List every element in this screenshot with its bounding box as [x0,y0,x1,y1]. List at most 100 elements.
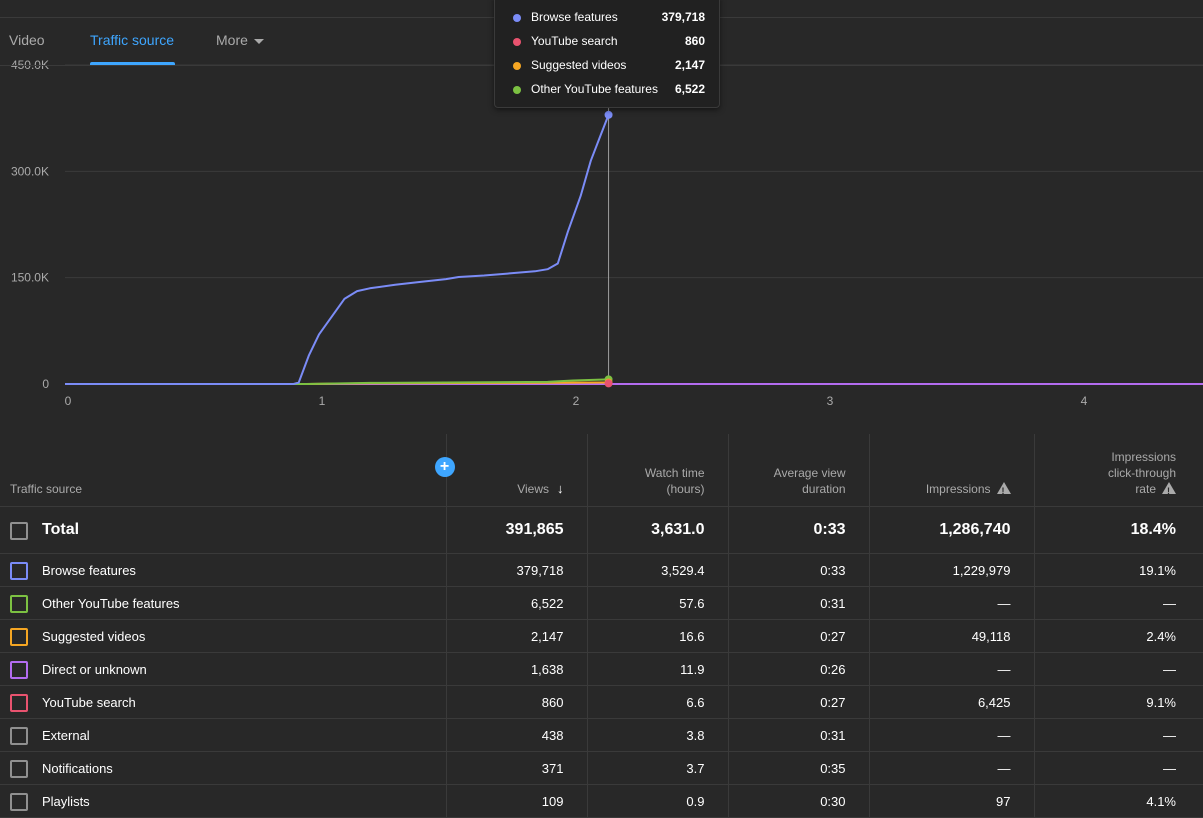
cell-watch-time: 6.6 [586,685,728,719]
traffic-source-cell: YouTube search [0,685,446,719]
row-checkbox[interactable] [10,727,28,745]
traffic-source-cell: Suggested videos [0,619,446,653]
row-checkbox[interactable] [10,628,28,646]
tab-bar: Video Traffic source More [0,22,1203,66]
cell-avg-duration: 0:27 [727,619,869,653]
cell-watch-time: 11.9 [586,652,728,686]
total-checkbox[interactable] [10,522,28,540]
hover-point [604,379,613,388]
cell-watch-time: 3.7 [586,751,728,785]
tooltip-series-value: 860 [684,34,705,48]
cell-watch-time: 0.9 [586,784,728,818]
cell-views: 109 [445,784,587,818]
cell-views: 379,718 [445,553,587,587]
column-header-average-view-duration[interactable]: Average view duration [727,434,869,507]
row-checkbox[interactable] [10,661,28,679]
row-checkbox[interactable] [10,694,28,712]
header-line: Watch time [644,466,705,480]
cell-impressions: — [868,652,1034,686]
traffic-source-cell: External [0,718,446,752]
column-header-views[interactable]: + Views ↓ [434,434,587,507]
active-tab-indicator [90,62,175,65]
warning-icon[interactable] [1162,482,1176,499]
traffic-source-cell: Notifications [0,751,446,785]
sort-down-arrow-icon[interactable]: ↓ [557,481,564,496]
total-cell: Total [0,506,446,554]
tooltip-series-value: 379,718 [661,10,705,24]
traffic-source-cell: Browse features [0,553,446,587]
header-line: Impressions [1111,450,1176,464]
row-checkbox[interactable] [10,760,28,778]
tooltip-series-value: 6,522 [674,82,705,96]
cell-ctr: — [1033,751,1203,785]
cell-views: 438 [445,718,587,752]
tooltip-series-name: Other YouTube features [531,82,658,96]
row-checkbox[interactable] [10,793,28,811]
y-tick-label: 300.0K [11,164,49,178]
series-dot-icon [513,86,521,94]
add-metric-plus-icon[interactable]: + [434,457,455,477]
warning-icon[interactable] [996,482,1011,499]
x-axis-ticks: 0 1 2 3 4 [65,394,1088,408]
tooltip-series-name: Browse features [531,10,618,24]
header-line: Impressions [925,482,991,496]
cell-avg-duration: 0:33 [727,553,869,587]
table-row[interactable]: Suggested videos 2,147 16.6 0:27 49,118 2.4% [0,619,1203,653]
series-line-browse-features[interactable] [65,114,610,385]
traffic-source-name: YouTube search [42,694,136,710]
cell-watch-time: 3.8 [586,718,728,752]
table-row[interactable]: Notifications 371 3.7 0:35— — [0,751,1203,785]
traffic-source-cell: Direct or unknown [0,652,446,686]
tab-traffic-source[interactable]: Traffic source [90,32,175,48]
tab-more[interactable]: More [216,32,264,48]
tab-more-label: More [216,32,248,48]
cell-impressions: 6,425 [868,685,1034,719]
chart-series[interactable] [65,114,1203,385]
x-tick-label: 2 [573,394,580,408]
cell-impressions: 97 [868,784,1034,818]
cell-views: 6,522 [445,586,587,620]
table-row[interactable]: Direct or unknown 1,638 11.9 0:26— — [0,652,1203,686]
table-row[interactable]: External 438 3.8 0:31— — [0,718,1203,752]
traffic-source-table: Traffic source + Views ↓ Watch time (hour… [0,434,1203,818]
table-row[interactable]: Other YouTube features 6,522 57.6 0:31— — [0,586,1203,620]
cell-impressions: — [868,751,1034,785]
cell-views: 1,638 [445,652,587,686]
total-avg-duration: 0:33 [727,506,869,554]
header-line: click-through [1107,466,1176,480]
x-tick-label: 4 [1081,394,1088,408]
series-dot-icon [513,14,521,22]
total-views: 391,865 [445,506,587,554]
tab-video[interactable]: Video [9,32,45,48]
cell-avg-duration: 0:31 [727,718,869,752]
header-line: duration [802,482,846,496]
cell-impressions: 49,118 [868,619,1034,653]
cell-views: 860 [445,685,587,719]
row-checkbox[interactable] [10,562,28,580]
y-tick-label: 150.0K [11,271,49,285]
table-row[interactable]: Playlists 109 0.9 0:30 97 4.1% [0,784,1203,818]
cell-avg-duration: 0:31 [727,586,869,620]
cell-ctr: 9.1% [1033,685,1203,719]
table-row[interactable]: YouTube search 860 6.6 0:27 6,425 9.1% [0,685,1203,719]
column-header-impressions[interactable]: Impressions [868,434,1034,507]
column-header-ctr[interactable]: Impressions click-through rate [1033,434,1203,507]
cell-ctr: 19.1% [1033,553,1203,587]
cell-ctr: — [1033,652,1203,686]
tooltip-row: YouTube search 860 [513,33,705,51]
row-checkbox[interactable] [10,595,28,613]
traffic-source-name: External [42,727,90,743]
traffic-source-name: Playlists [42,793,90,809]
cell-ctr: 4.1% [1033,784,1203,818]
y-tick-label: 0 [42,377,49,391]
table-row[interactable]: Browse features 379,718 3,529.4 0:33 1,229,9… [0,553,1203,587]
cell-avg-duration: 0:27 [727,685,869,719]
x-tick-label: 0 [65,394,72,408]
column-header-watch-time[interactable]: Watch time (hours) [586,434,728,507]
total-label: Total [42,521,80,538]
x-tick-label: 3 [827,394,834,408]
traffic-source-name: Browse features [42,562,136,578]
cell-views: 371 [445,751,587,785]
